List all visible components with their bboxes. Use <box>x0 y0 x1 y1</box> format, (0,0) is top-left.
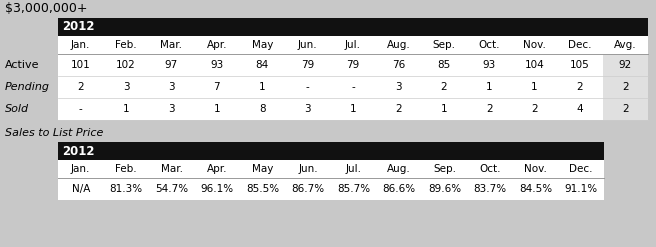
Text: Avg.: Avg. <box>614 40 636 50</box>
Text: 3: 3 <box>168 82 174 92</box>
Text: 2: 2 <box>577 82 583 92</box>
Bar <box>58 178 604 200</box>
Text: -: - <box>79 104 83 114</box>
Text: 1: 1 <box>123 104 129 114</box>
Text: May: May <box>252 164 274 174</box>
Text: Oct.: Oct. <box>480 164 501 174</box>
Text: -: - <box>306 82 310 92</box>
Text: Jul.: Jul. <box>345 40 361 50</box>
Text: 2: 2 <box>440 82 447 92</box>
Text: 1: 1 <box>259 82 266 92</box>
Text: 105: 105 <box>570 60 590 70</box>
Text: 2: 2 <box>486 104 493 114</box>
Text: Feb.: Feb. <box>115 40 137 50</box>
Bar <box>58 36 648 54</box>
Text: 4: 4 <box>577 104 583 114</box>
Text: 2: 2 <box>77 82 84 92</box>
Text: 1: 1 <box>486 82 493 92</box>
Text: Sold: Sold <box>5 104 29 114</box>
Text: May: May <box>251 40 273 50</box>
Text: 86.6%: 86.6% <box>382 184 416 194</box>
Text: 97: 97 <box>165 60 178 70</box>
Text: Nov.: Nov. <box>523 40 546 50</box>
Text: 89.6%: 89.6% <box>428 184 461 194</box>
Text: Apr.: Apr. <box>207 164 228 174</box>
Text: 2: 2 <box>531 104 538 114</box>
Text: 1: 1 <box>440 104 447 114</box>
Text: Dec.: Dec. <box>569 164 593 174</box>
Text: 1: 1 <box>214 104 220 114</box>
Text: Jun.: Jun. <box>298 164 318 174</box>
Text: 3: 3 <box>168 104 174 114</box>
Text: 83.7%: 83.7% <box>474 184 507 194</box>
Text: Sep.: Sep. <box>433 164 457 174</box>
Text: Aug.: Aug. <box>386 40 410 50</box>
Text: 93: 93 <box>483 60 496 70</box>
Text: 92: 92 <box>619 60 632 70</box>
Text: Jun.: Jun. <box>298 40 318 50</box>
Text: N/A: N/A <box>72 184 90 194</box>
Text: $3,000,000+: $3,000,000+ <box>5 2 87 16</box>
Text: 3: 3 <box>395 82 401 92</box>
Text: 101: 101 <box>71 60 91 70</box>
Text: 7: 7 <box>214 82 220 92</box>
Text: 3: 3 <box>123 82 129 92</box>
Text: Mar.: Mar. <box>161 164 183 174</box>
Text: Apr.: Apr. <box>207 40 227 50</box>
Text: Pending: Pending <box>5 82 50 92</box>
Text: -: - <box>351 82 355 92</box>
Text: Mar.: Mar. <box>161 40 182 50</box>
Text: 79: 79 <box>346 60 359 70</box>
Text: 85: 85 <box>437 60 451 70</box>
Bar <box>603 54 648 76</box>
Bar <box>603 98 648 120</box>
Text: Jul.: Jul. <box>346 164 361 174</box>
Bar <box>603 76 648 98</box>
Text: 2012: 2012 <box>62 144 94 158</box>
Text: 2: 2 <box>395 104 401 114</box>
Text: Jan.: Jan. <box>71 40 91 50</box>
Text: Active: Active <box>5 60 39 70</box>
Text: 93: 93 <box>210 60 224 70</box>
Text: 102: 102 <box>116 60 136 70</box>
Bar <box>58 18 648 36</box>
Text: 2: 2 <box>622 104 628 114</box>
Text: Sales to List Price: Sales to List Price <box>5 128 104 138</box>
Text: Dec.: Dec. <box>568 40 592 50</box>
Text: 86.7%: 86.7% <box>292 184 325 194</box>
Text: Feb.: Feb. <box>115 164 137 174</box>
Bar <box>58 142 604 160</box>
Bar <box>58 76 603 98</box>
Text: Nov.: Nov. <box>524 164 547 174</box>
Text: 76: 76 <box>392 60 405 70</box>
Text: 8: 8 <box>259 104 266 114</box>
Text: 85.7%: 85.7% <box>337 184 371 194</box>
Text: 3: 3 <box>304 104 311 114</box>
Text: 84: 84 <box>256 60 269 70</box>
Text: Jan.: Jan. <box>71 164 91 174</box>
Text: 2012: 2012 <box>62 21 94 34</box>
Text: 104: 104 <box>525 60 544 70</box>
Text: 79: 79 <box>301 60 314 70</box>
Text: 1: 1 <box>531 82 538 92</box>
Text: 84.5%: 84.5% <box>519 184 552 194</box>
Bar <box>58 54 603 76</box>
Text: 96.1%: 96.1% <box>201 184 234 194</box>
Text: 91.1%: 91.1% <box>565 184 598 194</box>
Text: 2: 2 <box>622 82 628 92</box>
Bar <box>58 160 604 178</box>
Text: 54.7%: 54.7% <box>155 184 188 194</box>
Text: Aug.: Aug. <box>388 164 411 174</box>
Text: 1: 1 <box>350 104 356 114</box>
Bar <box>58 98 603 120</box>
Text: Oct.: Oct. <box>478 40 500 50</box>
Text: Sep.: Sep. <box>432 40 455 50</box>
Text: 81.3%: 81.3% <box>110 184 143 194</box>
Text: 85.5%: 85.5% <box>246 184 279 194</box>
